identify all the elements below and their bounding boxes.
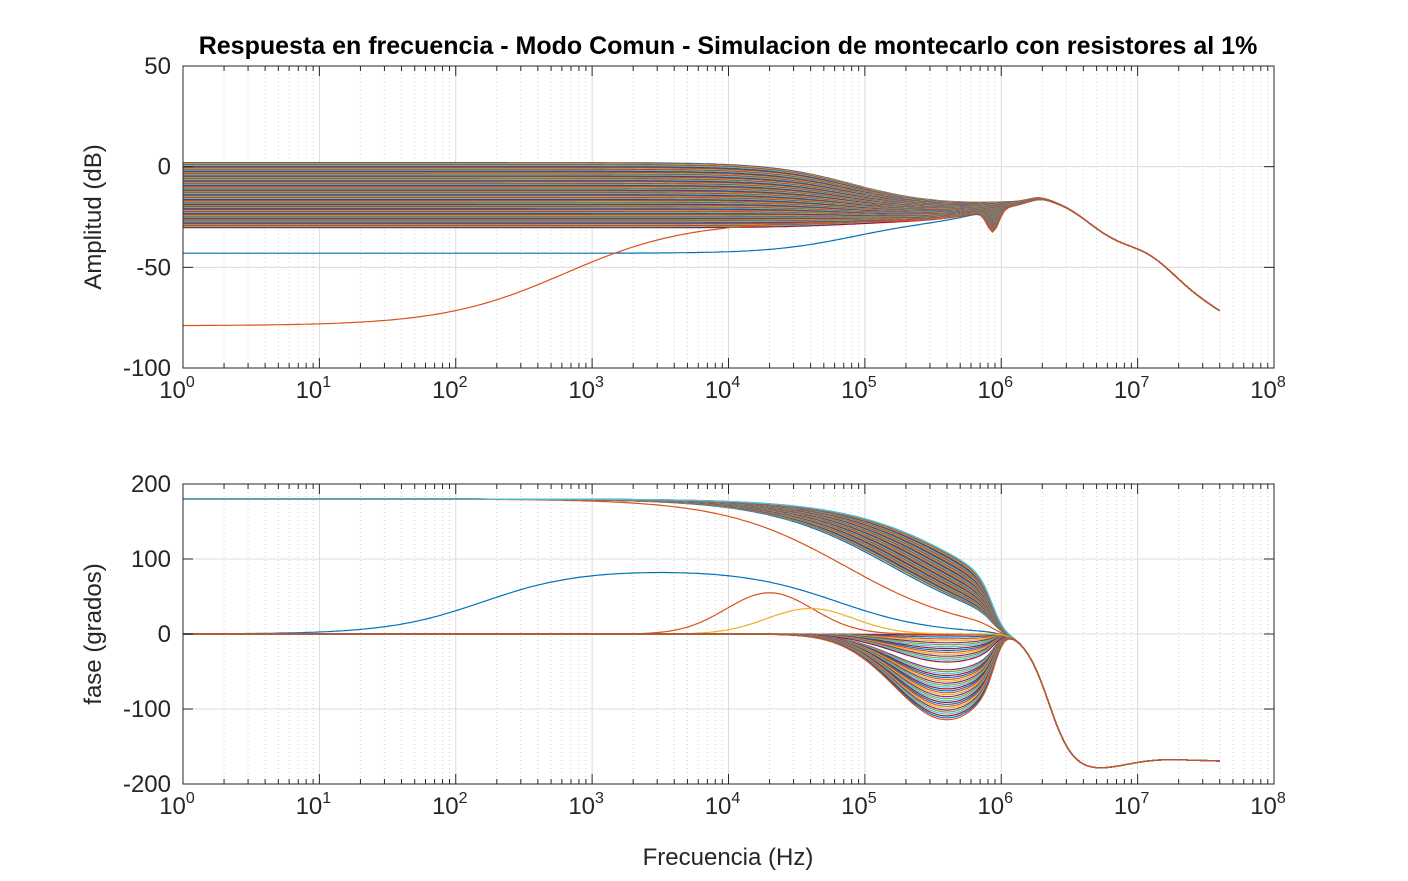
amplitude-series-group bbox=[183, 162, 1221, 327]
amplitude-y-tick-label: 0 bbox=[158, 154, 171, 181]
amplitude-x-tick-label: 102 bbox=[432, 374, 468, 404]
phase-x-tick-label: 107 bbox=[1114, 790, 1150, 820]
phase-x-tick-label: 105 bbox=[841, 790, 877, 820]
phase-x-tick-label: 101 bbox=[296, 790, 332, 820]
amplitude-series-line bbox=[183, 198, 1221, 327]
amplitude-ylabel: Amplitud (dB) bbox=[80, 144, 107, 289]
amplitude-x-tick-label: 105 bbox=[841, 374, 877, 404]
phase-y-tick-label: 100 bbox=[131, 546, 171, 573]
chart-title: Respuesta en frecuencia - Modo Comun - S… bbox=[199, 32, 1258, 60]
amplitude-y-tick-label: -50 bbox=[136, 254, 171, 281]
phase-x-tick-label: 106 bbox=[977, 790, 1013, 820]
amplitude-x-tick-label: 100 bbox=[159, 374, 195, 404]
phase-x-tick-label: 103 bbox=[568, 790, 604, 820]
amplitude-x-tick-label: 103 bbox=[568, 374, 604, 404]
amplitude-ticks: 100 101 102 103 104 105 106 107 108 -100 -50 0 50 bbox=[123, 53, 1286, 404]
phase-ylabel: fase (grados) bbox=[80, 563, 107, 704]
amplitude-plot: 100 101 102 103 104 105 106 107 108 -100 -50 0 50 Am… bbox=[80, 53, 1286, 404]
amplitude-y-tick-label: -100 bbox=[123, 355, 171, 382]
phase-x-tick-label: 102 bbox=[432, 790, 468, 820]
phase-y-tick-label: -100 bbox=[123, 696, 171, 723]
amplitude-y-tick-label: 50 bbox=[144, 53, 171, 80]
phase-xlabel: Frecuencia (Hz) bbox=[643, 844, 814, 871]
phase-x-tick-label: 104 bbox=[705, 790, 741, 820]
phase-x-tick-label: 108 bbox=[1250, 790, 1286, 820]
phase-series-group bbox=[183, 498, 1220, 769]
phase-y-tick-label: 0 bbox=[158, 621, 171, 648]
amplitude-x-tick-label: 104 bbox=[705, 374, 741, 404]
phase-plot: 100 101 102 103 104 105 106 107 108 -200 -100 0 100 2… bbox=[80, 471, 1286, 871]
amplitude-x-tick-label: 106 bbox=[977, 374, 1013, 404]
phase-y-tick-label: 200 bbox=[131, 471, 171, 498]
phase-series-line bbox=[183, 633, 1220, 769]
amplitude-x-tick-label: 101 bbox=[296, 374, 332, 404]
phase-x-tick-label: 100 bbox=[159, 790, 195, 820]
phase-ticks: 100 101 102 103 104 105 106 107 108 -200 -100 0 100 2… bbox=[123, 471, 1286, 820]
amplitude-x-tick-label: 108 bbox=[1250, 374, 1286, 404]
amplitude-x-tick-label: 107 bbox=[1114, 374, 1150, 404]
phase-y-tick-label: -200 bbox=[123, 771, 171, 798]
